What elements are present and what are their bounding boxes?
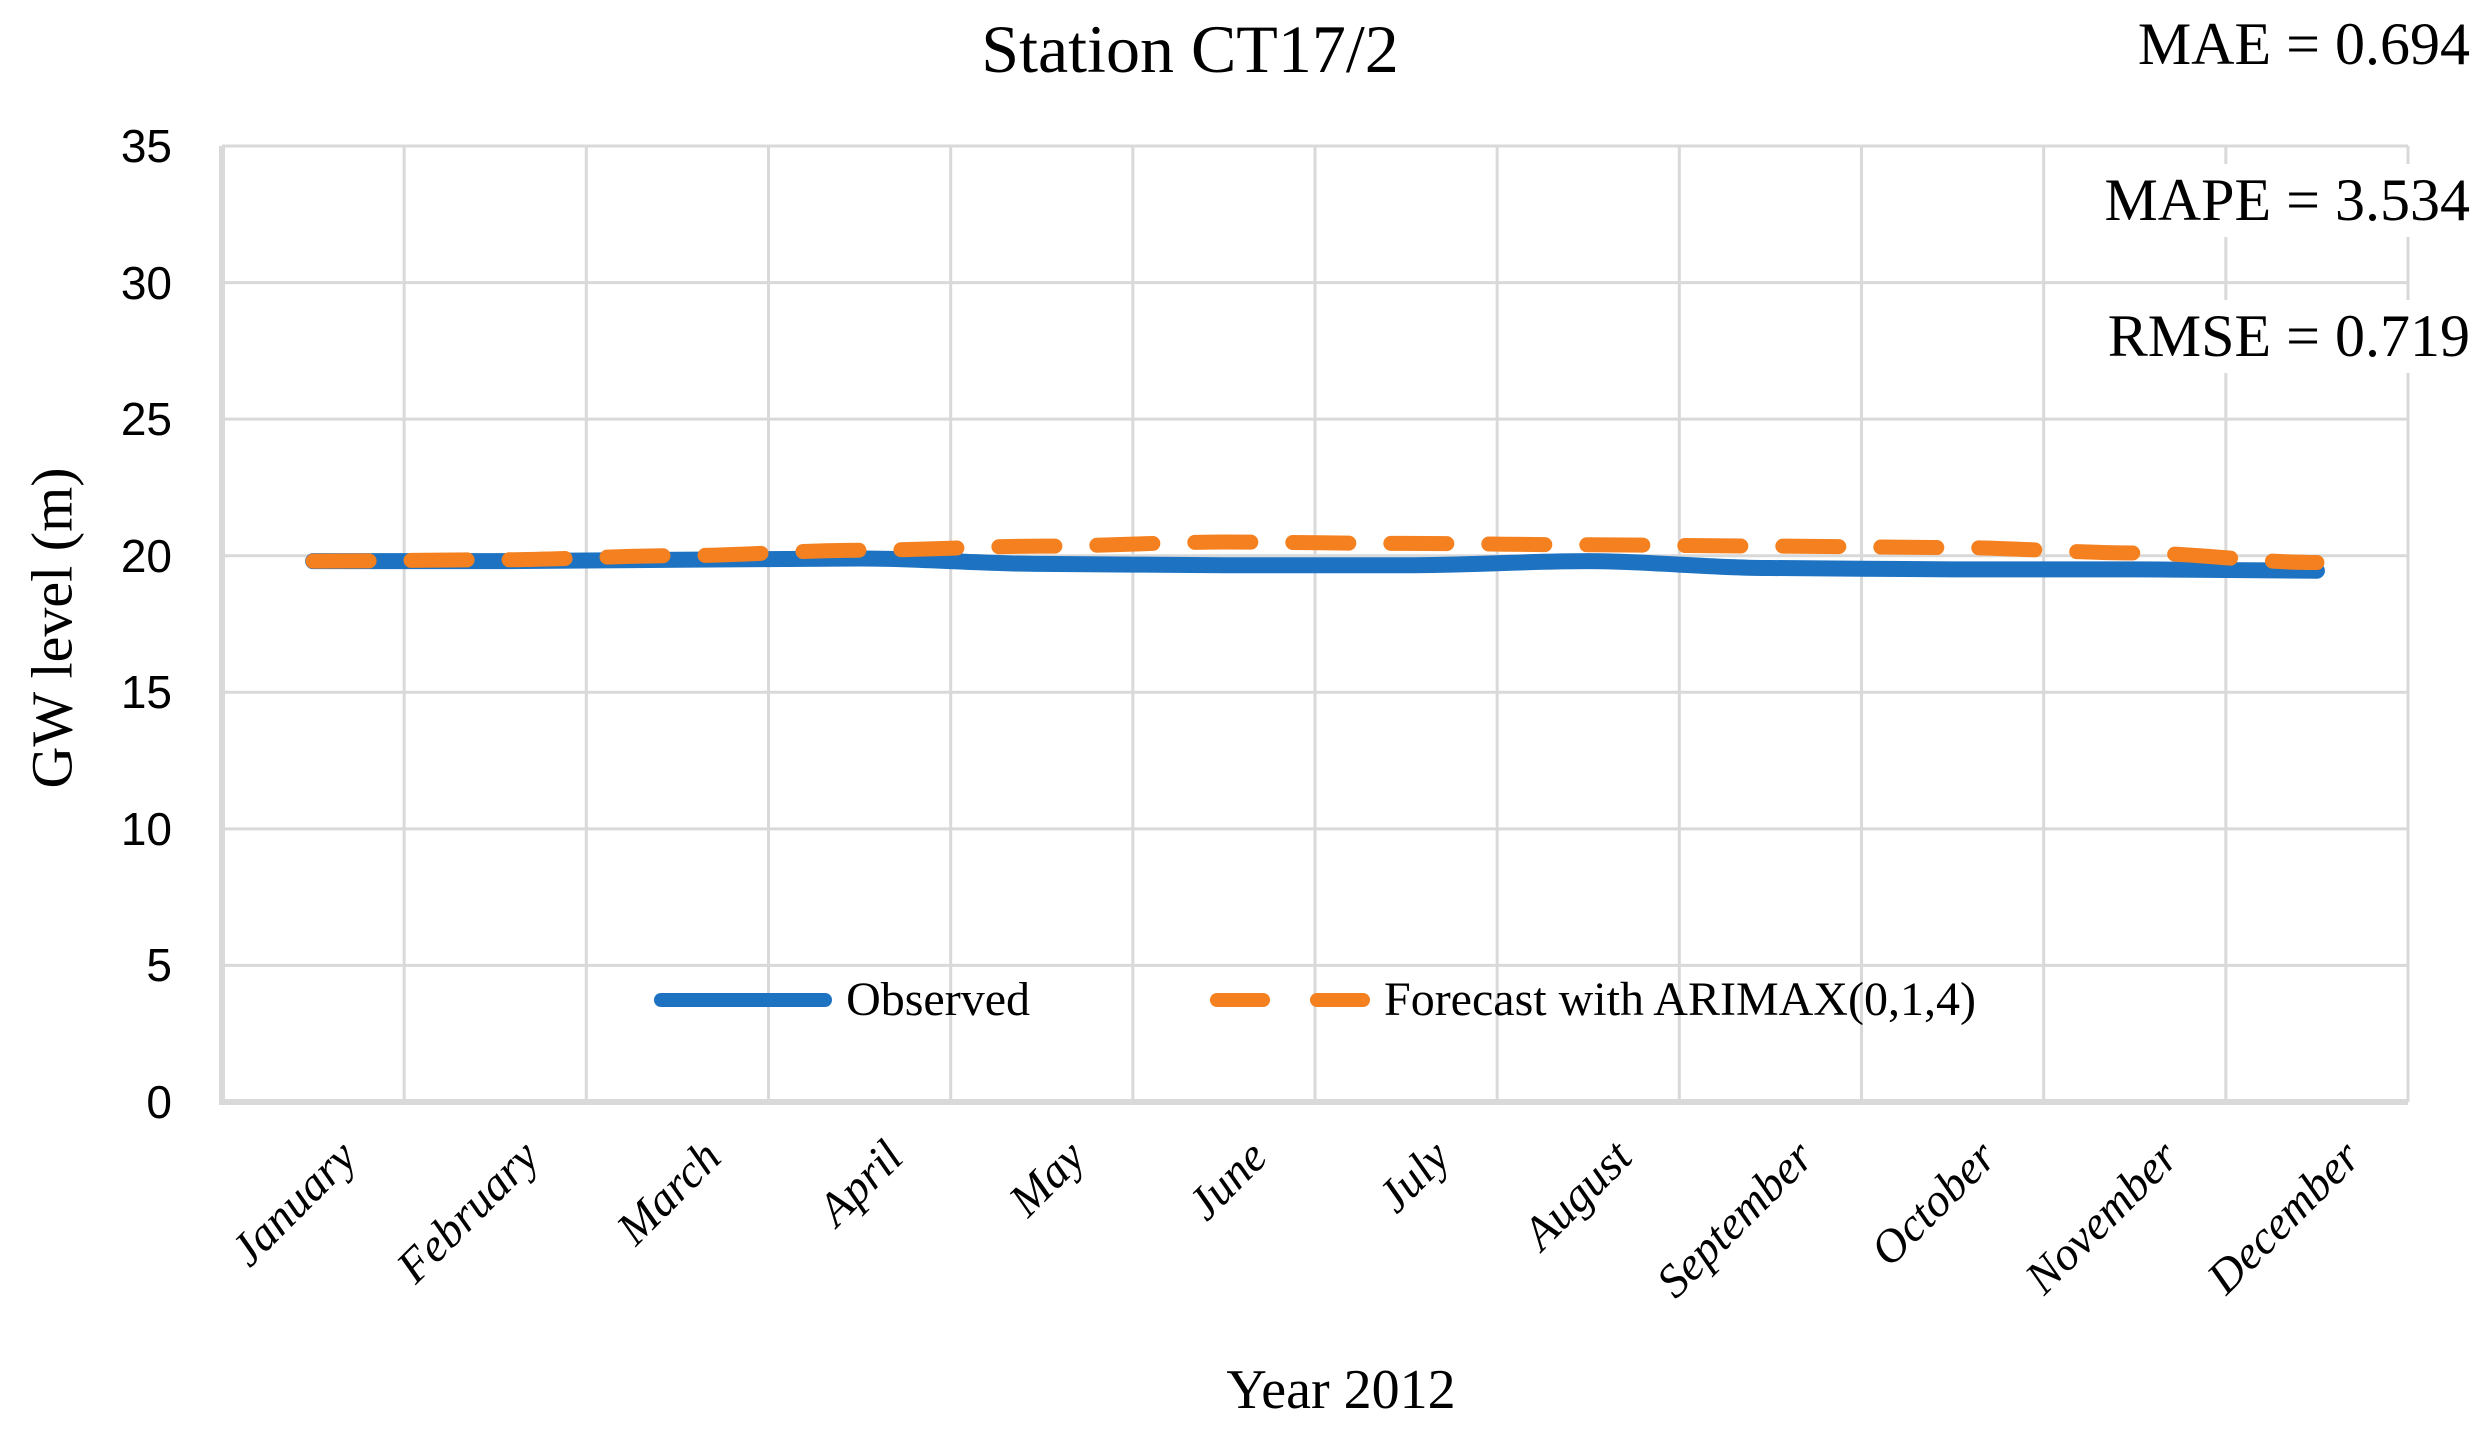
y-tick-label: 5	[146, 939, 172, 992]
legend-item-forecast: Forecast with ARIMAX(0,1,4)	[1210, 972, 1976, 1027]
y-tick-label: 35	[120, 120, 172, 172]
y-tick-label: 10	[120, 802, 172, 855]
legend: Observed Forecast with ARIMAX(0,1,4)	[222, 972, 2408, 1027]
chart-title: Station CT17/2	[981, 11, 1399, 87]
x-axis-title: Year 2012	[1226, 1359, 1456, 1421]
stat-mape: MAPE = 3.534	[2094, 164, 2480, 237]
forecast-dash-swatch	[1210, 992, 1370, 1007]
y-tick-label: 30	[120, 256, 172, 309]
y-tick-label: 15	[120, 666, 172, 719]
forecast-series-line	[305, 534, 2325, 571]
observed-line-swatch	[654, 992, 833, 1007]
legend-item-observed: Observed	[654, 972, 1030, 1027]
stat-rmse: RMSE = 0.719	[2097, 300, 2480, 373]
legend-label-forecast: Forecast with ARIMAX(0,1,4)	[1384, 973, 1976, 1026]
y-tick-label: 0	[146, 1076, 172, 1128]
stat-mae: MAE = 0.694	[2127, 8, 2480, 81]
y-tick-label: 25	[120, 393, 172, 446]
y-tick-label: 20	[120, 529, 172, 582]
legend-label-observed: Observed	[846, 973, 1030, 1026]
y-axis-title: GW level (m)	[19, 467, 85, 789]
